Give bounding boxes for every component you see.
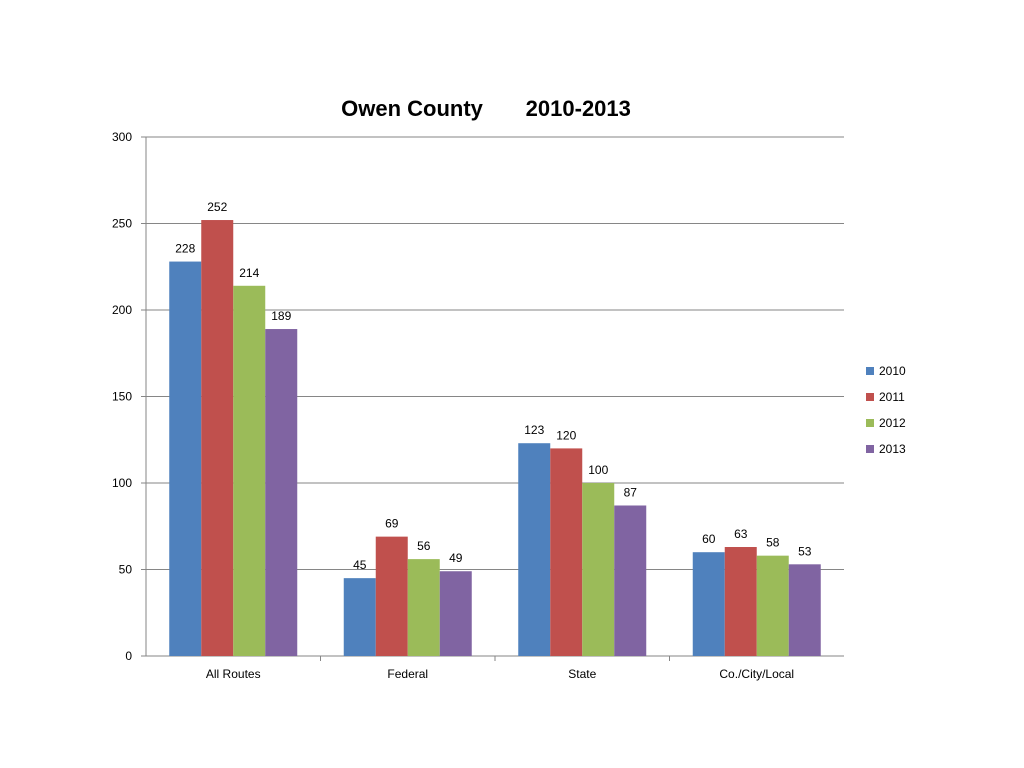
y-tick-label: 150 (112, 390, 132, 404)
bar-2012 (233, 285, 266, 656)
data-label: 58 (766, 536, 780, 550)
legend-label: 2011 (879, 390, 905, 404)
bar-2010 (692, 552, 725, 656)
data-label: 123 (524, 423, 544, 437)
bar-2010 (343, 578, 376, 656)
data-label: 100 (588, 463, 608, 477)
data-label: 214 (239, 266, 259, 280)
bar-2013 (614, 505, 647, 656)
bar-2013 (788, 564, 821, 656)
data-label: 252 (207, 200, 227, 214)
x-tick-label: All Routes (206, 667, 261, 681)
bar-2012 (582, 483, 615, 656)
data-label: 56 (417, 539, 431, 553)
y-tick-label: 200 (112, 303, 132, 317)
data-label: 63 (734, 527, 748, 541)
data-label: 60 (702, 532, 716, 546)
legend: 2010 2011 2012 2013 (866, 358, 946, 462)
data-label: 45 (353, 558, 367, 572)
legend-swatch (866, 367, 874, 375)
y-tick-label: 50 (119, 563, 133, 577)
legend-item: 2011 (866, 384, 946, 410)
chart-title: Owen County 2010-2013 (341, 96, 631, 121)
legend-item: 2010 (866, 358, 946, 384)
legend-swatch (866, 419, 874, 427)
bar-2010 (169, 261, 202, 656)
data-label: 120 (556, 428, 576, 442)
x-tick-label: Co./City/Local (719, 667, 794, 681)
y-tick-label: 250 (112, 217, 132, 231)
data-label: 49 (449, 551, 463, 565)
legend-item: 2013 (866, 436, 946, 462)
bar-2012 (756, 555, 789, 656)
legend-swatch (866, 393, 874, 401)
legend-label: 2012 (879, 416, 906, 430)
bar-2010 (518, 443, 551, 656)
x-tick-label: Federal (387, 667, 428, 681)
legend-label: 2010 (879, 364, 906, 378)
bar-2012 (407, 559, 440, 656)
data-labels: 228 252 214 189 45 69 56 49 123 120 100 87 60 63 58 53 (175, 200, 812, 572)
data-label: 69 (385, 517, 399, 531)
x-tick-label: State (568, 667, 596, 681)
bar-2011 (201, 220, 234, 657)
y-tick-label: 100 (112, 476, 132, 490)
bar-2013 (439, 571, 472, 656)
legend-swatch (866, 445, 874, 453)
data-label: 189 (271, 309, 291, 323)
y-tick-label: 300 (112, 130, 132, 144)
bars (169, 220, 821, 657)
bar-2011 (550, 448, 583, 656)
y-tick-label: 0 (125, 649, 132, 663)
data-label: 228 (175, 242, 195, 256)
bar-2013 (265, 329, 298, 656)
legend-label: 2013 (879, 442, 906, 456)
bar-2011 (375, 536, 408, 656)
bar-2011 (724, 547, 757, 656)
legend-item: 2012 (866, 410, 946, 436)
data-label: 87 (624, 485, 638, 499)
data-label: 53 (798, 544, 812, 558)
